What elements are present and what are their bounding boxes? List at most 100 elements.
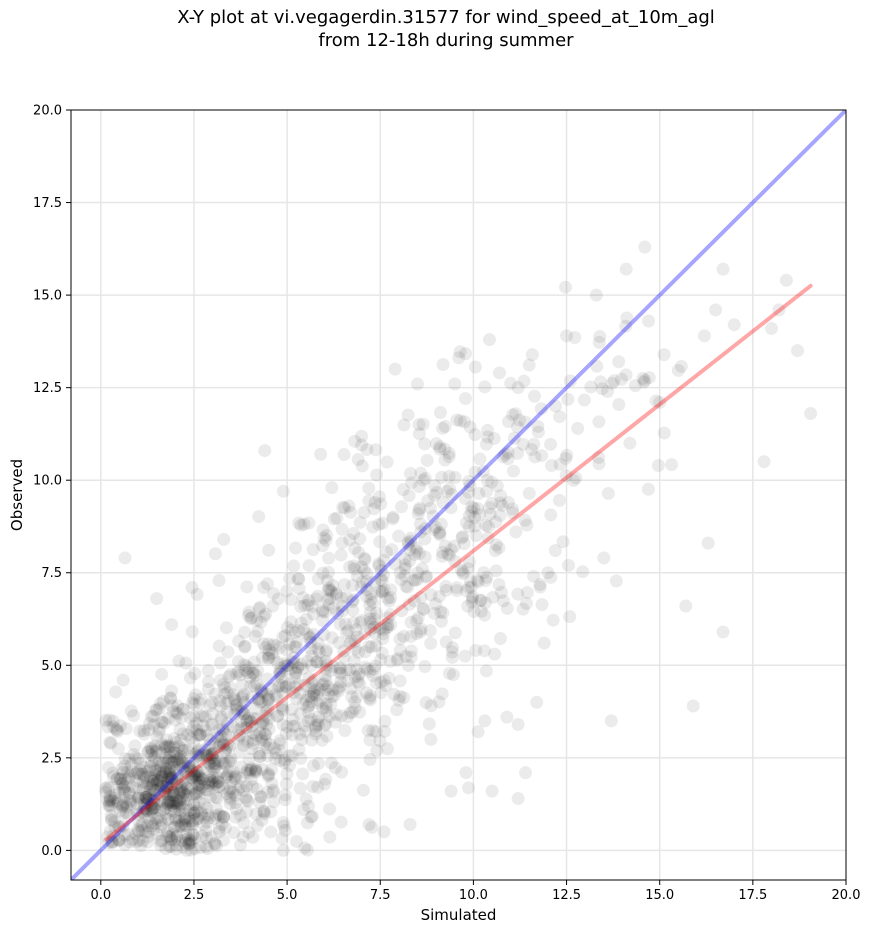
data-point (151, 772, 165, 786)
data-point (253, 750, 267, 764)
data-point (135, 767, 149, 781)
data-point (444, 543, 458, 557)
data-point (533, 578, 547, 592)
data-point (240, 779, 254, 793)
data-point (430, 485, 444, 499)
data-point (240, 763, 254, 777)
data-point (525, 348, 539, 362)
data-point (308, 721, 322, 735)
data-point (140, 771, 154, 785)
data-point (264, 825, 278, 839)
data-point (154, 763, 168, 777)
data-point (101, 720, 115, 734)
data-point (355, 560, 369, 574)
data-point (370, 468, 384, 482)
data-point (238, 640, 252, 654)
data-point (223, 681, 237, 695)
data-point (288, 626, 302, 640)
data-point (456, 567, 470, 581)
data-point (206, 746, 220, 760)
data-point (200, 801, 214, 815)
data-point (433, 528, 447, 542)
data-point (380, 742, 394, 756)
data-point (111, 794, 125, 808)
data-point (373, 535, 387, 549)
data-point (209, 790, 223, 804)
data-point (187, 692, 201, 706)
data-point (159, 781, 173, 795)
data-point (244, 612, 258, 626)
data-point (357, 551, 371, 565)
data-point (379, 621, 393, 635)
data-point (221, 645, 235, 659)
data-point (287, 686, 301, 700)
data-point (429, 437, 443, 451)
data-point (163, 739, 177, 753)
data-point (679, 599, 693, 613)
data-point (165, 773, 179, 787)
data-point (104, 736, 118, 750)
data-point (261, 703, 275, 717)
data-point (206, 774, 220, 788)
y-tick-label: 10.0 (33, 474, 62, 489)
data-point (237, 707, 251, 721)
data-point (118, 780, 132, 794)
data-point (148, 763, 162, 777)
data-point (420, 453, 434, 467)
data-point (489, 515, 503, 529)
data-point (292, 572, 306, 586)
data-point (407, 594, 421, 608)
axis-ticks: 0.0 2.5 5.0 7.5 10.0 12.5 15.0 17.5 20.00.02.55.… (33, 104, 860, 904)
data-point (302, 594, 316, 608)
data-point (412, 418, 426, 432)
data-point (191, 728, 205, 742)
data-point (160, 825, 174, 839)
data-point (173, 810, 187, 824)
data-point (181, 743, 195, 757)
data-point (166, 704, 180, 718)
data-point (194, 841, 208, 855)
data-point (309, 724, 323, 738)
data-point (530, 695, 544, 709)
data-point (170, 830, 184, 844)
data-point (203, 790, 217, 804)
data-point (152, 722, 166, 736)
data-point (349, 623, 363, 637)
data-point (319, 772, 333, 786)
data-point (309, 719, 323, 733)
data-point (267, 741, 281, 755)
data-point (201, 748, 215, 762)
data-point (296, 767, 310, 781)
data-point (161, 780, 175, 794)
data-point (463, 479, 477, 493)
data-point (571, 421, 585, 435)
data-point (504, 376, 518, 390)
data-point (170, 768, 184, 782)
data-point (162, 767, 176, 781)
data-point (438, 420, 452, 434)
data-point (113, 804, 127, 818)
data-point (355, 575, 369, 589)
data-point (466, 590, 480, 604)
data-point (473, 508, 487, 522)
data-point (495, 498, 509, 512)
data-point (173, 783, 187, 797)
data-point (178, 811, 192, 825)
data-point (337, 650, 351, 664)
data-point (281, 659, 295, 673)
data-point (213, 699, 227, 713)
data-point (322, 598, 336, 612)
data-point (233, 838, 247, 852)
data-point (370, 606, 384, 620)
data-point (244, 715, 258, 729)
data-point (435, 549, 449, 563)
data-point (716, 262, 730, 276)
data-point (189, 716, 203, 730)
data-point (294, 657, 308, 671)
data-point (257, 637, 271, 651)
data-point (233, 780, 247, 794)
data-point (139, 791, 153, 805)
data-point (199, 724, 213, 738)
data-point (255, 730, 269, 744)
data-point (282, 749, 296, 763)
